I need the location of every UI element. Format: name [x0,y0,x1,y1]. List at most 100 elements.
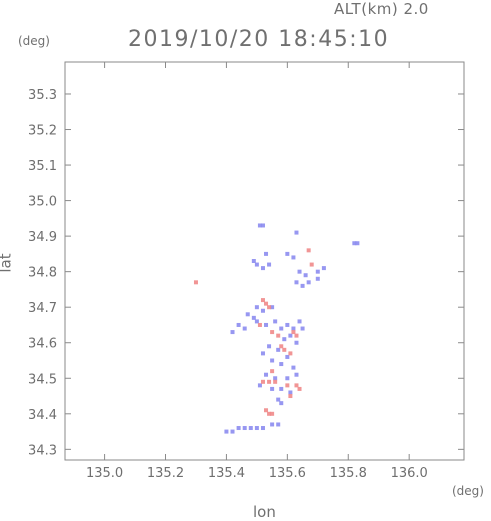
data-point-negative [300,326,305,331]
data-point-negative [285,354,290,359]
data-point-negative [245,312,250,317]
y-tick-label: 34.4 [28,408,57,423]
data-point-negative [291,365,296,370]
data-point-negative [242,326,247,331]
timestamp-title: 2019/10/20 18:45:10 [128,27,390,52]
y-tick-label: 35.0 [28,195,57,210]
data-point-negative [251,315,256,320]
data-point-negative [294,280,299,285]
data-point-negative [224,429,229,434]
data-point-positive [260,379,265,384]
plot-frame [64,61,465,461]
data-point-negative [279,362,284,367]
data-point-positive [267,379,272,384]
data-point-negative [270,305,275,310]
data-point-negative [279,401,284,406]
y-axis-ticks: 34.3 34.4 34.5 34.6 34.7 34.8 34.9 35.0 35.1 35.2… [28,88,464,458]
data-point-positive [273,379,278,384]
data-point-negative [257,223,262,228]
y-tick-label: 35.1 [28,159,57,174]
data-point-positive [309,262,314,267]
x-tick-label: 135.0 [86,466,123,481]
y-tick-label: 34.5 [28,372,57,387]
data-point-negative [355,241,360,246]
data-point-positive [276,333,281,338]
altitude-label: ALT(km) 2.0 [334,0,429,18]
data-point-negative [248,426,253,431]
data-point-positive [294,333,299,338]
data-point-negative [236,426,241,431]
data-point-negative [267,262,272,267]
data-point-positive [288,394,293,399]
data-point-positive [257,322,262,327]
data-point-negative [294,372,299,377]
data-point-negative [273,376,278,381]
x-tick-label: 135.4 [208,466,245,481]
y-tick-label: 34.8 [28,266,57,281]
data-point-positive [291,330,296,335]
data-point-positive [306,248,311,253]
y-tick-label: 35.2 [28,124,57,139]
x-tick-label: 135.2 [147,466,184,481]
data-point-negative [254,426,259,431]
data-point-negative [315,276,320,281]
x-tick-label: 135.8 [330,466,367,481]
data-point-negative [242,426,247,431]
data-point-negative [270,386,275,391]
data-point-negative [270,422,275,427]
data-point-negative [279,326,284,331]
data-point-negative [260,351,265,356]
data-point-negative [254,319,259,324]
data-point-positive [193,280,198,285]
x-axis-ticks: 135.0 135.2 135.4 135.6 135.8 136.0 [86,62,428,481]
data-point-negative [251,259,256,263]
x-tick-label: 136.0 [391,466,428,481]
data-point-negative [260,426,265,431]
data-point-negative [260,266,265,271]
data-point-positive [297,386,302,391]
data-point-negative [276,347,281,352]
data-point-positive [264,301,269,306]
data-point-negative [297,319,302,324]
data-point-negative [282,337,287,342]
y-tick-label: 34.6 [28,337,57,352]
data-point-negative [230,330,235,335]
data-point-positive [267,305,272,310]
data-point-positive [264,408,269,413]
data-point-negative [264,322,269,327]
data-point-negative [291,326,296,331]
data-point-negative [306,280,311,285]
data-point-negative [260,308,265,313]
x-axis-label: lon [253,503,276,521]
data-point-negative [294,340,299,345]
data-point-negative [294,230,299,235]
data-point-negative [288,390,293,395]
data-point-positive [285,383,290,388]
data-point-positive [279,344,284,349]
y-tick-label: 34.3 [28,443,57,458]
data-point-negative [352,241,357,246]
data-point-negative [264,251,269,256]
data-point-positive [270,411,275,416]
data-point-negative [303,273,308,278]
data-point-negative [285,376,290,381]
data-point-negative [291,255,296,260]
data-point-negative [270,358,275,363]
data-marks [193,223,360,434]
data-point-negative [285,322,290,327]
data-point-negative [257,383,262,388]
x-axis-unit: (deg) [452,484,484,498]
y-tick-label: 34.7 [28,301,57,316]
data-point-negative [288,333,293,338]
data-point-negative [285,251,290,256]
data-point-positive [282,347,287,352]
data-point-positive [270,369,275,374]
data-point-negative [260,223,265,228]
data-point-negative [264,372,269,377]
data-point-negative [276,422,281,427]
y-axis-unit: (deg) [18,34,50,48]
data-point-negative [230,429,235,434]
data-point-positive [288,351,293,356]
data-point-negative [254,305,259,310]
